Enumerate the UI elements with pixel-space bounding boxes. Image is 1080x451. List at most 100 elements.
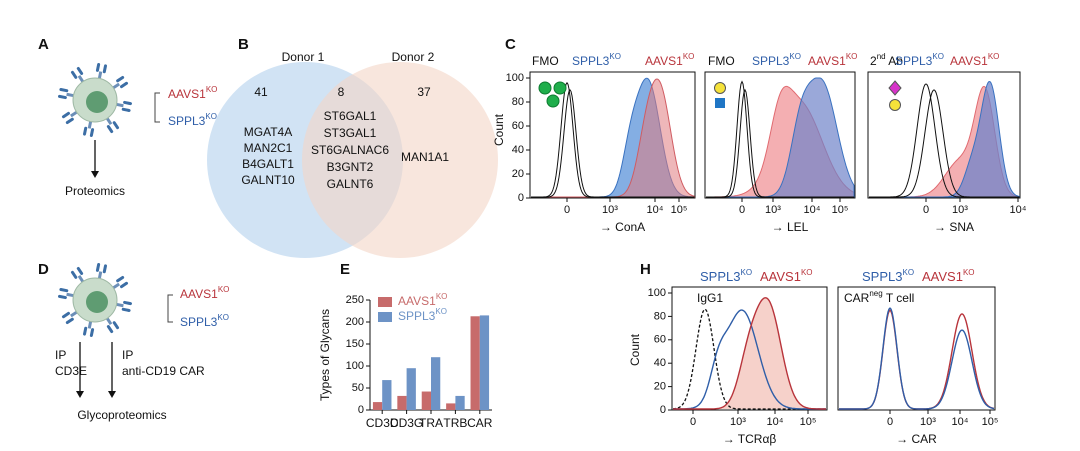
knockout-label: AAVS1KO <box>168 85 217 101</box>
ip-label: IP <box>55 348 66 362</box>
histogram-curve <box>869 89 1019 198</box>
x-tick-label: CAR <box>467 416 493 430</box>
x-axis-label: → SNA <box>934 220 974 234</box>
bar <box>421 391 431 410</box>
plot-header-sup: KO <box>963 268 975 277</box>
antibody-arm <box>123 300 132 306</box>
bar <box>446 403 456 410</box>
antibody-stem <box>87 320 93 329</box>
x-tick-label: 10⁴ <box>804 204 821 216</box>
legend-sup: KO <box>436 292 448 301</box>
ip-target: CD3E <box>55 364 87 378</box>
set-count: 37 <box>417 85 431 99</box>
plot-header-sup: KO <box>789 52 801 61</box>
y-tick-label: 40 <box>654 357 666 369</box>
legend-label: AAVS1KO <box>398 292 447 308</box>
antibody-stem <box>66 292 75 298</box>
y-tick-label: 20 <box>512 168 524 180</box>
set-count: 41 <box>254 85 268 99</box>
panel-letter: E <box>340 261 350 278</box>
x-tick-label: 10⁵ <box>982 416 999 428</box>
antibody-arm <box>76 266 84 275</box>
antibody-arm <box>106 325 114 334</box>
gene-label: ST3GAL1 <box>324 126 377 140</box>
antibody-arm <box>83 126 88 136</box>
knockout-label-sup: KO <box>218 285 230 294</box>
antibody-icon <box>58 288 75 300</box>
ip-label: IP <box>122 348 133 362</box>
histogram-curve <box>673 297 826 410</box>
antibody-arm <box>112 321 120 330</box>
glycan-icon <box>538 81 552 95</box>
x-tick-label: 10⁴ <box>1010 204 1027 216</box>
glycan-icon <box>888 80 902 96</box>
glycan-icon <box>714 82 726 94</box>
x-tick-label: 0 <box>690 416 696 428</box>
antibody-arm <box>59 88 69 93</box>
legend-swatch <box>378 312 392 322</box>
panel-letter: D <box>38 261 49 278</box>
set-label: Donor 2 <box>392 50 435 64</box>
readout-label: Glycoproteomics <box>77 408 166 422</box>
antibody-arm <box>65 317 74 325</box>
inset-label-sup: neg <box>869 289 882 298</box>
bar <box>455 395 465 410</box>
knockout-label-text: SPPL3 <box>168 114 206 128</box>
antibody-arm <box>83 326 88 336</box>
bar <box>479 315 490 410</box>
plot-header-sup: KO <box>609 52 621 61</box>
antibody-arm <box>70 70 78 79</box>
x-tick-label: 10⁴ <box>952 416 969 428</box>
histogram-curve <box>673 297 826 409</box>
x-tick-label: 10³ <box>730 416 746 428</box>
plot-header: AAVS1KO <box>645 52 694 68</box>
arrow-head <box>91 171 99 178</box>
gene-label: MGAT4A <box>244 125 292 139</box>
bar <box>372 402 383 410</box>
arrow-head <box>76 391 84 398</box>
knockout-label-text: AAVS1 <box>180 287 218 301</box>
histogram-curve <box>839 309 995 410</box>
antibody-stem <box>115 102 124 108</box>
plot-header-sup: KO <box>902 268 914 277</box>
cell-nucleus <box>86 291 108 313</box>
legend-label: SPPL3KO <box>398 307 447 323</box>
plot-frame <box>704 71 856 199</box>
plot-header-text: FMO <box>708 54 735 68</box>
y-tick-label: 250 <box>346 294 364 306</box>
plot-header-sup: KO <box>801 268 813 277</box>
histogram-curve <box>706 77 855 198</box>
knockout-label: SPPL3KO <box>180 313 229 329</box>
legend-text: SPPL3 <box>398 309 436 323</box>
antibody-arm <box>58 94 67 100</box>
gene-label: B3GNT2 <box>327 160 374 174</box>
plot-header: FMO <box>532 54 559 68</box>
x-tick-label: TRB <box>443 416 467 430</box>
plot-header-text: SPPL3 <box>862 269 902 284</box>
plot-header-sup: KO <box>740 268 752 277</box>
gene-label: MAN1A1 <box>401 150 449 164</box>
gene-label: B4GALT1 <box>242 157 294 171</box>
histogram-curve <box>673 309 826 410</box>
bracket <box>154 92 160 123</box>
knockout-label: AAVS1KO <box>180 285 229 301</box>
plot-header: AAVS1KO <box>922 268 975 284</box>
knockout-label-sup: KO <box>205 112 217 121</box>
y-tick-label: 0 <box>660 404 666 416</box>
panel-letter: H <box>640 261 651 278</box>
plot-frame <box>837 286 996 411</box>
histogram-curve <box>706 88 854 198</box>
x-axis-label: → ConA <box>600 220 645 234</box>
y-tick-label: 100 <box>346 360 364 372</box>
histogram-curve <box>531 88 694 198</box>
knockout-label: SPPL3KO <box>168 112 217 128</box>
x-tick-label: 10⁵ <box>800 416 817 428</box>
x-axis-label: → TCRαβ <box>723 432 777 446</box>
panel-letter: B <box>238 36 249 53</box>
plot-header-text: AAVS1 <box>950 54 988 68</box>
plot-header-text: 2 <box>870 54 877 68</box>
plot-header-post: Ab <box>886 54 904 68</box>
y-tick-label: 200 <box>346 316 364 328</box>
plot-header-text: AAVS1 <box>808 54 846 68</box>
antibody-arm <box>106 125 114 134</box>
